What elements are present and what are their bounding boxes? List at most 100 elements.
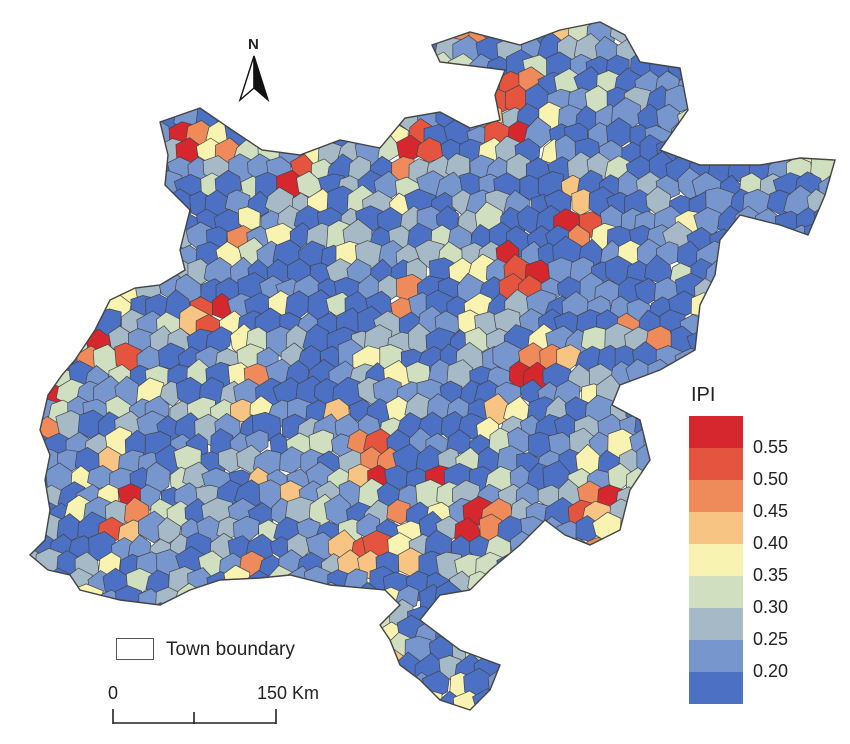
- town-polygon: [35, 656, 62, 684]
- town-polygon: [807, 432, 834, 462]
- town-polygon: [59, 22, 84, 30]
- town-polygon: [79, 175, 107, 205]
- town-polygon: [741, 360, 772, 393]
- town-polygon: [53, 169, 85, 202]
- town-polygon: [541, 554, 564, 583]
- town-polygon: [629, 671, 654, 695]
- town-polygon: [789, 256, 817, 285]
- town-polygon: [649, 639, 676, 668]
- town-polygon: [712, 297, 736, 325]
- town-polygon: [500, 649, 526, 682]
- town-polygon: [815, 516, 835, 546]
- town-polygon: [207, 85, 235, 116]
- town-polygon: [163, 666, 195, 702]
- town-polygon: [448, 85, 479, 117]
- town-polygon: [265, 117, 291, 148]
- town-polygon: [80, 107, 106, 135]
- town-polygon: [475, 618, 502, 648]
- town-polygon: [256, 585, 281, 616]
- town-polygon: [110, 257, 134, 288]
- town-polygon: [30, 360, 33, 391]
- town-polygon: [759, 310, 782, 341]
- town-polygon: [709, 89, 733, 115]
- town-polygon: [30, 565, 39, 598]
- town-polygon: [86, 152, 113, 185]
- town-polygon: [756, 240, 782, 268]
- town-boundary-label: Town boundary: [166, 639, 295, 660]
- town-polygon: [100, 137, 125, 165]
- town-polygon: [568, 569, 594, 597]
- town-polygon: [53, 277, 81, 306]
- town-polygon: [805, 393, 833, 426]
- town-polygon: [67, 636, 95, 666]
- town-polygon: [357, 22, 388, 36]
- town-polygon: [710, 22, 735, 45]
- town-polygon: [155, 586, 181, 618]
- town-polygon: [324, 602, 355, 635]
- town-polygon: [47, 189, 73, 219]
- town-polygon: [143, 671, 172, 700]
- town-polygon: [516, 689, 540, 710]
- town-polygon: [35, 273, 60, 301]
- town-polygon: [807, 569, 832, 598]
- town-polygon: [767, 22, 796, 46]
- town-polygon: [790, 570, 816, 593]
- town-polygon: [99, 243, 123, 273]
- town-polygon: [716, 311, 743, 341]
- town-polygon: [319, 686, 349, 710]
- town-polygon: [634, 688, 660, 710]
- town-polygon: [735, 275, 761, 302]
- town-polygon: [107, 47, 138, 80]
- town-polygon: [170, 52, 195, 80]
- town-polygon: [299, 22, 326, 28]
- town-polygon: [96, 22, 127, 31]
- town-polygon: [788, 674, 810, 698]
- town-polygon: [387, 22, 414, 51]
- town-polygon: [185, 598, 216, 633]
- town-polygon: [249, 605, 278, 638]
- town-polygon: [114, 175, 139, 203]
- town-polygon: [358, 68, 385, 100]
- town-polygon: [309, 639, 332, 667]
- legend-swatch: [689, 416, 743, 448]
- town-polygon: [267, 603, 296, 632]
- town-polygon: [618, 381, 645, 410]
- town-polygon: [799, 276, 823, 303]
- legend-swatch: [689, 576, 743, 608]
- town-polygon: [89, 259, 115, 287]
- town-polygon: [30, 156, 31, 184]
- town-polygon: [794, 348, 819, 377]
- town-polygon: [35, 588, 64, 615]
- town-polygon: [30, 396, 35, 429]
- town-polygon: [638, 618, 664, 645]
- town-polygon: [744, 290, 773, 320]
- town-polygon: [30, 434, 33, 458]
- town-polygon: [30, 290, 31, 320]
- town-polygon: [614, 549, 643, 577]
- town-polygon: [358, 620, 382, 646]
- town-polygon: [805, 324, 833, 355]
- town-polygon: [778, 66, 802, 97]
- town-polygon: [777, 103, 806, 136]
- town-polygon: [439, 66, 467, 99]
- legend-swatch: [689, 640, 743, 672]
- town-polygon: [145, 54, 173, 85]
- town-polygon: [176, 22, 203, 28]
- town-polygon: [540, 670, 573, 703]
- town-polygon: [30, 410, 42, 438]
- town-polygon: [654, 691, 685, 710]
- town-polygon: [814, 690, 835, 710]
- town-polygon: [30, 498, 34, 533]
- town-polygon: [30, 271, 43, 304]
- town-polygon: [709, 119, 737, 148]
- town-polygon: [601, 667, 630, 701]
- town-polygon: [654, 478, 681, 509]
- town-polygon: [129, 223, 153, 253]
- town-polygon: [53, 653, 83, 681]
- town-polygon: [757, 689, 783, 710]
- town-polygon: [30, 378, 40, 405]
- town-polygon: [597, 586, 625, 618]
- town-polygon: [339, 654, 365, 680]
- town-polygon: [737, 22, 766, 32]
